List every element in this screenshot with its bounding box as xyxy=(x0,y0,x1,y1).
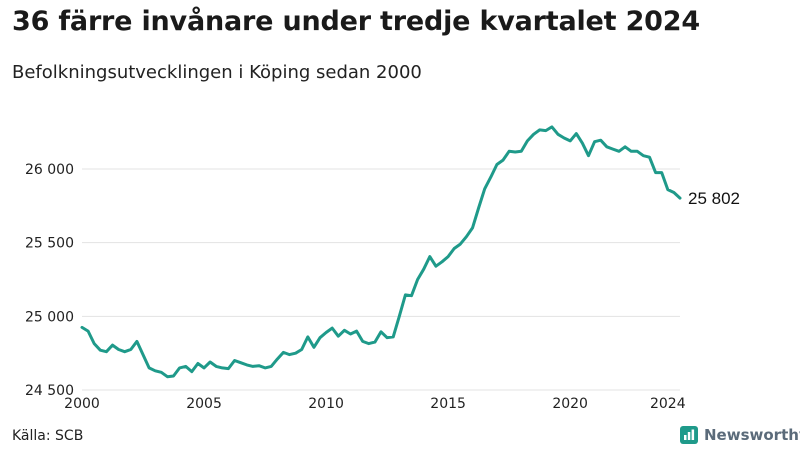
series-layer xyxy=(80,125,682,379)
y-tick-label: 26 000 xyxy=(25,162,74,178)
source-note: Källa: SCB xyxy=(12,428,84,444)
brand-logo: Newsworthy xyxy=(680,426,800,444)
x-tick-label: 2020 xyxy=(552,396,588,412)
chart-subtitle: Befolkningsutvecklingen i Köping sedan 2… xyxy=(12,62,422,83)
end-label-layer: 25 802 xyxy=(688,189,740,208)
y-tick-label: 24 500 xyxy=(25,383,74,399)
x-tick-label: 2005 xyxy=(186,396,222,412)
y-tick-label: 25 000 xyxy=(25,309,74,325)
x-tick-label: 2000 xyxy=(64,396,100,412)
end-value-label: 25 802 xyxy=(688,189,740,208)
x-tick-label: 2015 xyxy=(430,396,466,412)
x-tick-label: 2024 xyxy=(650,396,686,412)
x-axis-ticks: 2000 2005 2010 2015 2020 2024 xyxy=(64,396,686,412)
series-line xyxy=(80,125,682,379)
grid-lines xyxy=(82,168,680,391)
x-tick-label: 2010 xyxy=(308,396,344,412)
newsworthy-logo-icon xyxy=(680,426,698,444)
y-tick-label: 25 500 xyxy=(25,236,74,252)
brand-name: Newsworthy xyxy=(704,426,800,444)
chart-title: 36 färre invånare under tredje kvartalet… xyxy=(12,6,700,37)
y-axis-ticks: 24 500 25 000 25 500 26 000 xyxy=(25,162,74,399)
